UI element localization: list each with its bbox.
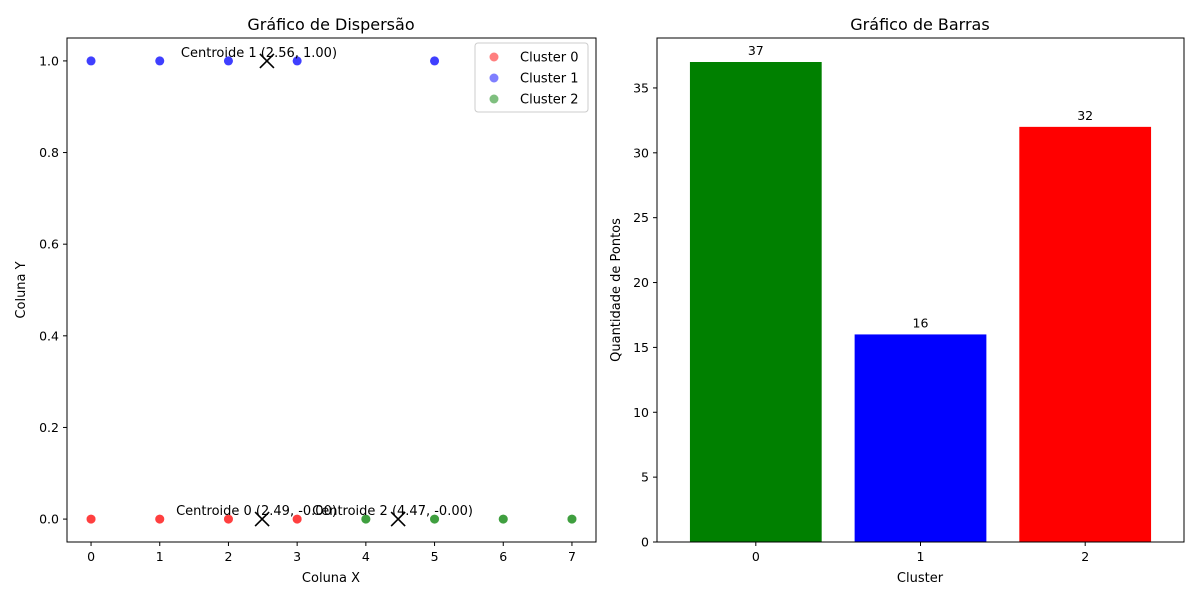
legend-label: Cluster 1 — [520, 72, 579, 87]
legend-marker — [489, 73, 499, 83]
bar-value-label: 32 — [1077, 108, 1093, 123]
scatter-ylabel: Coluna Y — [14, 261, 29, 318]
y-tick-label: 1.0 — [39, 53, 59, 68]
legend-label: Cluster 2 — [520, 93, 579, 108]
x-tick-label: 2 — [1081, 549, 1089, 564]
x-tick-label: 2 — [224, 549, 232, 564]
centroid-label: Centroide 0 (2.49, -0.00) — [176, 504, 337, 519]
legend-marker — [489, 94, 499, 104]
scatter-point-overlap — [86, 56, 96, 66]
y-tick-label: 15 — [633, 340, 649, 355]
scatter-point-overlap — [498, 514, 508, 524]
scatter-point-overlap — [292, 514, 302, 524]
bar-bars: 37 16 32 — [689, 43, 1152, 542]
scatter-title: Gráfico de Dispersão — [247, 15, 414, 34]
bar-axes-frame — [656, 37, 1185, 543]
y-tick-label: 25 — [633, 210, 649, 225]
scatter-point-overlap — [567, 514, 577, 524]
bar-ticks: 0 5 10 15 20 25 30 35 0 1 2 — [633, 80, 1089, 564]
scatter-xlabel: Coluna X — [302, 571, 360, 586]
bar — [854, 334, 987, 542]
x-tick-label: 0 — [87, 549, 95, 564]
x-tick-label: 7 — [568, 549, 576, 564]
centroid-marker — [390, 511, 406, 527]
y-tick-label: 20 — [633, 275, 649, 290]
scatter-point-overlap — [223, 56, 233, 66]
centroid-marker — [254, 511, 270, 527]
centroid-label: Centroide 2 (4.47, -0.00) — [312, 504, 473, 519]
scatter-point-overlap — [223, 514, 233, 524]
y-tick-label: 0 — [641, 535, 649, 550]
scatter-points — [86, 56, 577, 524]
scatter-point-overlap — [292, 56, 302, 66]
bar-xlabel: Cluster — [897, 571, 944, 586]
y-tick-label: 0.0 — [39, 512, 59, 527]
centroid-label: Centroide 1 (2.56, 1.00) — [181, 46, 337, 61]
x-tick-label: 1 — [156, 549, 164, 564]
scatter-ticks: 0 1 2 3 4 5 6 7 0.0 0.2 0.4 0.6 0.8 1.0 — [39, 53, 576, 564]
x-tick-label: 5 — [431, 549, 439, 564]
scatter-point-overlap — [430, 514, 440, 524]
legend-label: Cluster 0 — [520, 51, 579, 66]
y-tick-label: 0.4 — [39, 328, 59, 343]
legend-box — [474, 42, 589, 113]
legend-marker — [489, 52, 499, 62]
y-tick-label: 30 — [633, 145, 649, 160]
bar — [1019, 126, 1152, 542]
bar-title: Gráfico de Barras — [850, 15, 989, 34]
bar-value-label: 16 — [913, 315, 929, 330]
x-tick-label: 0 — [752, 549, 760, 564]
centroid-marker — [259, 53, 275, 69]
scatter-point-overlap — [155, 56, 165, 66]
x-tick-label: 4 — [362, 549, 370, 564]
y-tick-label: 0.2 — [39, 420, 59, 435]
scatter-point-overlap — [430, 56, 440, 66]
scatter-panel: Gráfico de Dispersão 0 1 2 3 4 5 6 7 0.0 0.2 0.4 0.… — [14, 15, 597, 586]
scatter-axes-frame — [66, 37, 597, 543]
x-tick-label: 6 — [499, 549, 507, 564]
bar-ylabel: Quantidade de Pontos — [609, 218, 624, 362]
scatter-point-overlap — [86, 514, 96, 524]
scatter-centroids: Centroide 0 (2.49, -0.00) Centroide 1 (2.… — [176, 46, 473, 527]
y-tick-label: 35 — [633, 80, 649, 95]
scatter-point-overlap — [361, 514, 371, 524]
scatter-legend: Cluster 0 Cluster 1 Cluster 2 — [474, 42, 589, 113]
x-tick-label: 3 — [293, 549, 301, 564]
y-tick-label: 10 — [633, 405, 649, 420]
bar — [689, 62, 822, 542]
bar-value-label: 37 — [748, 43, 764, 58]
y-tick-label: 5 — [641, 470, 649, 485]
x-tick-label: 1 — [917, 549, 925, 564]
y-tick-label: 0.8 — [39, 145, 59, 160]
y-tick-label: 0.6 — [39, 237, 59, 252]
bar-panel: Gráfico de Barras 0 5 10 15 20 25 30 35 0 1 2 37 16… — [609, 15, 1185, 586]
scatter-point-overlap — [155, 514, 165, 524]
